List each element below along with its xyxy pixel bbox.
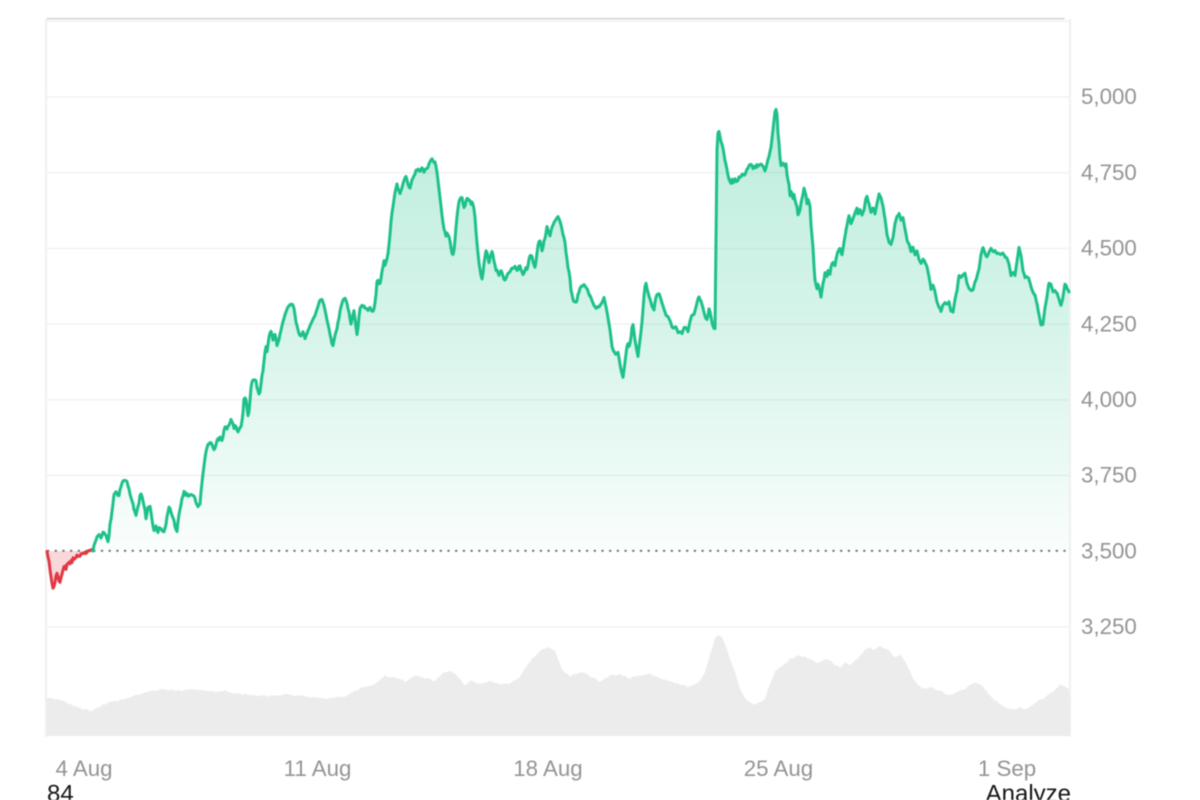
svg-text:18 Aug: 18 Aug — [513, 756, 582, 781]
svg-text:84: 84 — [47, 781, 74, 800]
svg-text:25 Aug: 25 Aug — [744, 756, 813, 781]
svg-text:4 Aug: 4 Aug — [55, 756, 112, 781]
svg-text:4,250: 4,250 — [1081, 311, 1137, 336]
svg-text:4,500: 4,500 — [1081, 236, 1137, 261]
svg-text:3,750: 3,750 — [1081, 463, 1137, 488]
svg-text:4,750: 4,750 — [1081, 160, 1137, 185]
svg-text:5,000: 5,000 — [1081, 84, 1137, 109]
svg-text:1 Sep: 1 Sep — [978, 756, 1036, 781]
svg-text:4,000: 4,000 — [1081, 387, 1137, 412]
svg-text:3,250: 3,250 — [1081, 614, 1137, 639]
svg-text:3,500: 3,500 — [1081, 538, 1137, 563]
svg-text:Analyze: Analyze — [986, 781, 1071, 800]
svg-text:11 Aug: 11 Aug — [284, 756, 352, 781]
